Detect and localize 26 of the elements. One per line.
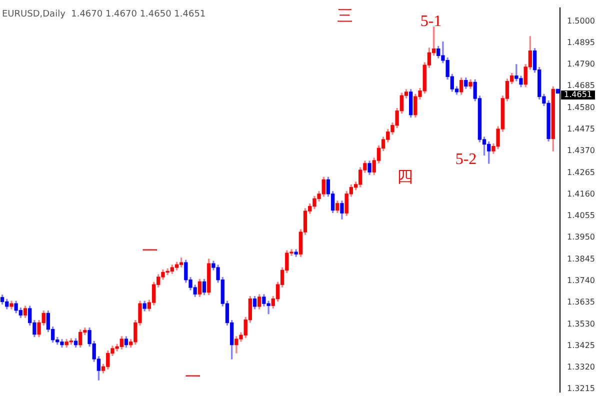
y-tick-label: 1.4580 <box>567 102 596 112</box>
y-tick-label: 1.3845 <box>567 254 596 264</box>
annotation: 5-1 <box>420 13 442 30</box>
chart-title: EURUSD,Daily 1.4670 1.4670 1.4650 1.4651 <box>2 10 206 20</box>
y-tick-label: 1.4895 <box>567 38 596 47</box>
y-tick-label: 1.4475 <box>567 124 596 134</box>
y-tick-label: 1.3950 <box>567 232 596 242</box>
y-tick-label: 1.3425 <box>567 340 596 350</box>
annotation: 一 <box>142 243 158 260</box>
y-tick-label: 1.3530 <box>567 319 596 328</box>
annotation: 四 <box>397 169 413 186</box>
y-tick-label: 1.3320 <box>567 362 596 372</box>
y-tick-label: 1.4790 <box>567 60 596 69</box>
y-tick-label: 1.4265 <box>567 168 596 177</box>
y-tick-label: 1.3740 <box>567 276 596 285</box>
annotation: 一 <box>185 369 201 386</box>
y-tick-label: 1.3635 <box>567 298 596 307</box>
annotation: 5-2 <box>455 151 477 168</box>
y-tick-label: 1.4160 <box>567 189 596 198</box>
y-tick-label: 1.4370 <box>567 146 596 156</box>
y-tick-label: 1.5000 <box>567 16 596 26</box>
y-tick-label: 1.4685 <box>567 81 596 90</box>
y-tick-label: 1.4055 <box>567 211 596 220</box>
y-tick-label: 1.3215 <box>567 384 596 394</box>
text: 1.4651 <box>564 90 592 100</box>
annotation: 三 <box>337 8 353 26</box>
